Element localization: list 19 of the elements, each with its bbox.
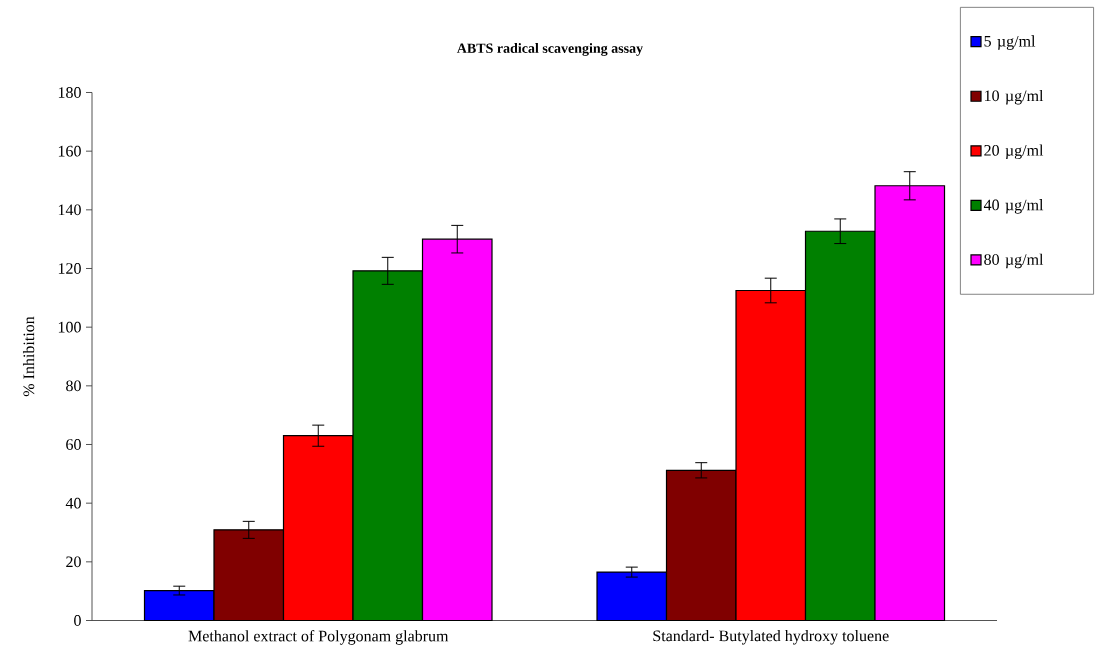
legend-label: 40 µg/ml bbox=[983, 199, 1044, 214]
y-tick-label: 180 bbox=[58, 87, 81, 98]
legend-label: 20 µg/ml bbox=[984, 144, 1044, 160]
y-tick-label: 160 bbox=[58, 145, 81, 157]
y-tick-label: 60 bbox=[66, 439, 81, 450]
x-tick-label: Standard- Butylated hydroxy toluene bbox=[653, 630, 889, 645]
y-axis-title: % Inhibition bbox=[22, 316, 35, 397]
y-tick-label: 20 bbox=[66, 556, 81, 568]
x-tick-label: Methanol extract of Polygonam glabrum bbox=[188, 630, 449, 645]
y-tick-label: 100 bbox=[58, 321, 81, 333]
y-tick-label: 140 bbox=[58, 204, 81, 216]
y-tick-label: 80 bbox=[66, 380, 81, 392]
legend-label: 80 µg/ml bbox=[984, 253, 1044, 269]
y-tick-label: 120 bbox=[58, 263, 81, 274]
legend-label: 5 µg/ml bbox=[984, 35, 1036, 50]
y-tick-label: 0 bbox=[74, 615, 81, 626]
y-tick-label: 40 bbox=[65, 497, 81, 509]
legend-label: 10 µg/ml bbox=[985, 89, 1044, 105]
chart-title: ABTS radical scavenging assay bbox=[456, 43, 643, 56]
